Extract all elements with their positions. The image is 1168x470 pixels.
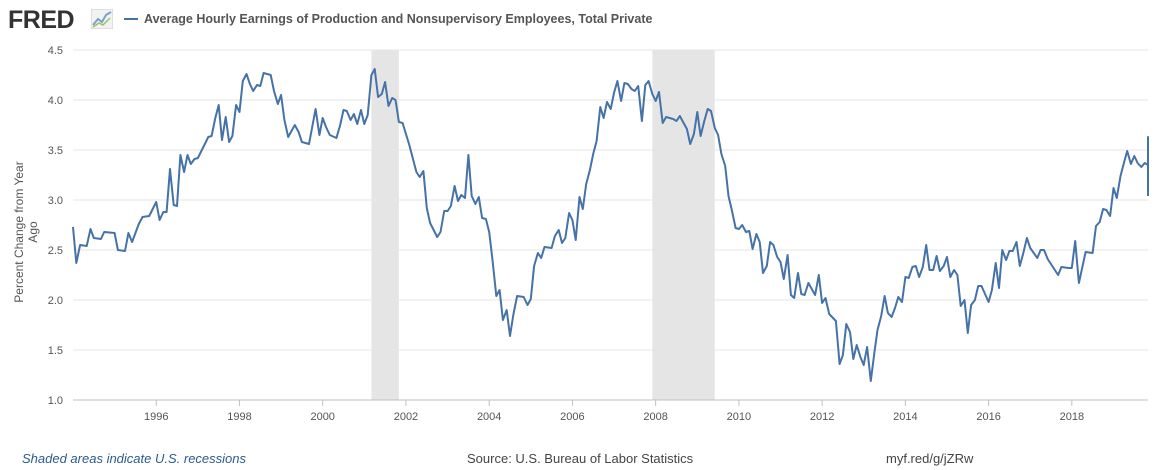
gridlines xyxy=(73,49,1148,401)
x-tick-label: 2004 xyxy=(477,411,501,423)
y-tick-label: 1.5 xyxy=(48,345,63,357)
x-tick-label: 2010 xyxy=(727,411,751,423)
y-tick-label: 2.5 xyxy=(48,245,63,257)
x-tick-label: 2016 xyxy=(976,411,1000,423)
y-tick-label: 1.0 xyxy=(48,395,63,407)
y-tick-label: 3.0 xyxy=(48,195,63,207)
legend-line-swatch xyxy=(124,18,138,20)
y-tick-label: 3.5 xyxy=(48,145,63,157)
x-tick-label: 2006 xyxy=(560,411,584,423)
x-tick-label: 2014 xyxy=(893,411,917,423)
x-tick-label: 1998 xyxy=(227,411,251,423)
legend-series-title: Average Hourly Earnings of Production an… xyxy=(144,12,653,26)
axes: 1.0 1.5 2.0 2.5 3.0 3.5 4.0 4.5 1996 1998 2000 2002… xyxy=(48,45,1148,423)
chart-legend[interactable]: Average Hourly Earnings of Production an… xyxy=(124,12,652,26)
y-tick-label: 4.5 xyxy=(48,45,63,57)
fred-logo[interactable]: FRED xyxy=(8,6,75,34)
fred-graph-icon xyxy=(91,9,113,29)
recession-note[interactable]: Shaded areas indicate U.S. recessions xyxy=(22,451,247,466)
x-tick-label: 2000 xyxy=(310,411,334,423)
x-tick-label: 2018 xyxy=(1060,411,1084,423)
y-tick-label: 2.0 xyxy=(48,295,63,307)
y-tick-label: 4.0 xyxy=(48,95,63,107)
recession-bands xyxy=(371,50,715,400)
recession-band-2 xyxy=(652,50,715,400)
series-line[interactable] xyxy=(72,68,1149,382)
x-tick-label: 2012 xyxy=(810,411,834,423)
recession-band-1 xyxy=(371,50,399,400)
x-tick-label: 2002 xyxy=(394,411,418,423)
source-text: Source: U.S. Bureau of Labor Statistics xyxy=(467,451,694,466)
x-tick-label: 2008 xyxy=(643,411,667,423)
short-url[interactable]: myf.red/g/jZRw xyxy=(886,451,974,466)
x-tick-label: 1996 xyxy=(144,411,168,423)
